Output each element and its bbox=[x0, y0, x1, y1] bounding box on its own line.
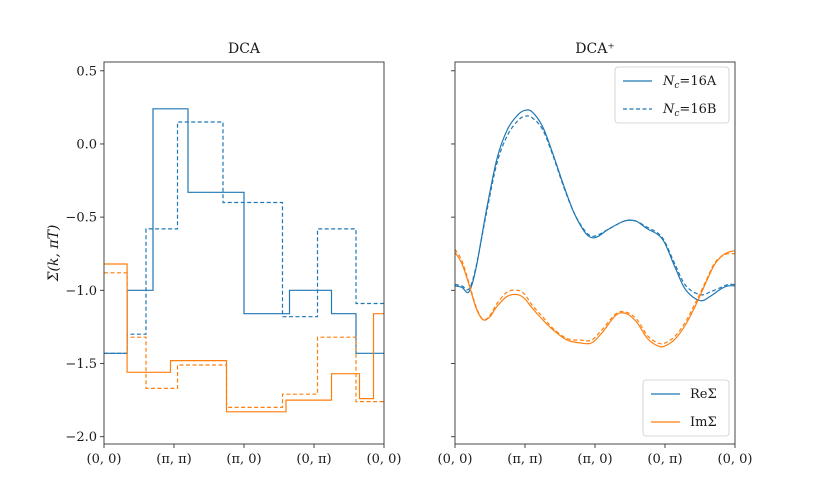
panel-title-dca: DCA bbox=[228, 41, 261, 57]
y-tick-label: −1.5 bbox=[65, 357, 97, 372]
ticks-left: (0, 0) (π, π) (π, 0) (0, π) (0, 0) 0.5 0.0 −0.5… bbox=[65, 64, 401, 467]
axes-frame-right bbox=[454, 61, 736, 445]
series-line-re-dashed bbox=[104, 121, 384, 354]
x-tick-label: (0, 0) bbox=[367, 452, 402, 467]
y-tick-label: −1.0 bbox=[65, 284, 97, 299]
x-tick-label: (0, π) bbox=[647, 452, 682, 467]
series-line-re-solid bbox=[454, 109, 736, 302]
x-tick-label: (0, π) bbox=[296, 452, 331, 467]
series-line-im-solid bbox=[454, 250, 736, 348]
legend-label-re: ReΣ bbox=[690, 387, 717, 402]
legend-label-16a: Nc=16A bbox=[662, 74, 717, 91]
series-layer-left bbox=[104, 108, 384, 413]
series-line-im-dashed bbox=[454, 248, 736, 345]
series-line-im-dashed bbox=[104, 272, 384, 408]
panel-title-dca-plus: DCA⁺ bbox=[575, 41, 614, 57]
x-tick-label: (π, π) bbox=[507, 452, 543, 467]
y-axis-label: Σ(k, πT) bbox=[46, 225, 62, 283]
y-tick-label: 0.5 bbox=[76, 64, 97, 79]
legend-label-im: ImΣ bbox=[690, 415, 717, 430]
legend-label-16b: Nc=16B bbox=[662, 102, 716, 119]
x-tick-label: (π, 0) bbox=[577, 452, 612, 467]
legend-upper: Nc=16A Nc=16B bbox=[614, 66, 730, 124]
y-tick-label: 0.0 bbox=[76, 137, 97, 152]
series-layer-right bbox=[454, 109, 736, 348]
panel-dca: DCA Σ(k, πT) (0, 0) (π, π) (π, 0) (0, π) (0,… bbox=[46, 41, 401, 467]
y-tick-label: −2.0 bbox=[65, 430, 97, 445]
x-tick-label: (0, 0) bbox=[438, 452, 473, 467]
axes-frame-left bbox=[103, 61, 385, 445]
ticks-right: (0, 0) (π, π) (π, 0) (0, π) (0, 0) bbox=[438, 70, 753, 467]
series-line-re-dashed bbox=[454, 115, 736, 296]
series-line-re-solid bbox=[104, 108, 384, 354]
legend-lower: ReΣ ImΣ bbox=[642, 379, 730, 437]
series-line-im-solid bbox=[104, 263, 384, 413]
x-tick-label: (π, π) bbox=[156, 452, 192, 467]
panel-dca-plus: DCA⁺ (0, 0) (π, π) (π, 0) (0, π) (0, 0) Nc=1… bbox=[438, 41, 753, 467]
x-tick-label: (π, 0) bbox=[226, 452, 261, 467]
y-tick-label: −0.5 bbox=[65, 211, 97, 226]
x-tick-label: (0, 0) bbox=[718, 452, 753, 467]
x-tick-label: (0, 0) bbox=[87, 452, 122, 467]
